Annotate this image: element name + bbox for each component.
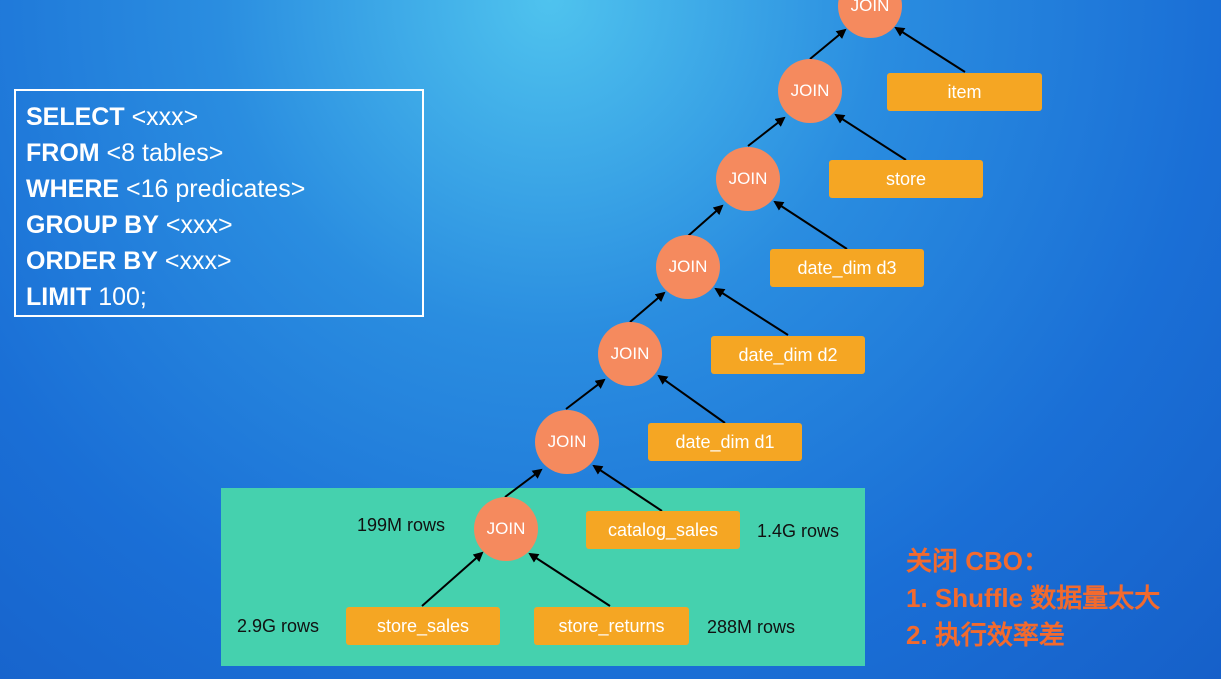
table-store: store <box>829 160 983 198</box>
sql-keyword: FROM <box>26 139 100 167</box>
note-item-2: 2. 执行效率差 <box>906 620 1065 650</box>
sql-clause: <16 predicates> <box>119 175 306 203</box>
note-item-1: 1. Shuffle 数据量太大 <box>906 583 1161 613</box>
edge-date-dim-d1 <box>657 374 726 424</box>
row-count-join: 199M rows <box>357 515 446 535</box>
sql-clause: 100; <box>91 283 147 311</box>
sql-keyword: LIMIT <box>26 283 92 311</box>
sql-clause: <xxx> <box>157 247 232 275</box>
sql-keyword: ORDER BY <box>26 247 158 275</box>
edge-store-sales <box>421 551 484 607</box>
note-title: 关闭 CBO： <box>906 546 1050 576</box>
sql-line-from: FROM <8 tables> <box>26 135 412 171</box>
table-date-dim-d1: date_dim d1 <box>648 423 802 461</box>
sql-query-box: SELECT <xxx> FROM <8 tables> WHERE <16 p… <box>14 89 424 317</box>
edge-item <box>894 26 966 73</box>
row-count-store-sales: 2.9G rows <box>237 616 320 636</box>
join-node-3: JOIN <box>598 322 662 386</box>
table-date-dim-d2: date_dim d2 <box>711 336 865 374</box>
sql-keyword: SELECT <box>26 103 125 131</box>
sql-clause: <xxx> <box>124 103 199 131</box>
edge-join4-join5 <box>687 204 724 237</box>
table-catalog-sales: catalog_sales <box>586 511 740 549</box>
edge-date-dim-d3 <box>773 200 848 250</box>
edge-catalog-sales <box>592 464 663 512</box>
join-node-1: JOIN <box>474 497 538 561</box>
table-date-dim-d3: date_dim d3 <box>770 249 924 287</box>
sql-line-select: SELECT <xxx> <box>26 99 412 135</box>
sql-keyword: WHERE <box>26 175 120 203</box>
cbo-off-note: 关闭 CBO： 1. Shuffle 数据量太大 2. 执行效率差 <box>906 543 1160 654</box>
edge-store-returns <box>528 552 611 607</box>
edge-join3-join4 <box>629 291 666 323</box>
row-count-catalog-sales: 1.4G rows <box>757 521 840 541</box>
table-store-sales: store_sales <box>346 607 500 645</box>
edge-store <box>834 113 907 161</box>
join-node-6: JOIN <box>778 59 842 123</box>
edge-join1-join2 <box>504 468 543 498</box>
sql-line-limit: LIMIT 100; <box>26 279 412 315</box>
sql-keyword: GROUP BY <box>26 211 159 239</box>
edge-join2-join3 <box>565 378 606 410</box>
sql-clause: <8 tables> <box>99 139 224 167</box>
table-item: item <box>887 73 1042 111</box>
sql-line-group-by: GROUP BY <xxx> <box>26 207 412 243</box>
sql-clause: <xxx> <box>158 211 233 239</box>
table-store-returns: store_returns <box>534 607 689 645</box>
edge-join5-join6 <box>747 116 786 147</box>
row-count-store-returns: 288M rows <box>707 617 796 637</box>
join-node-4: JOIN <box>656 235 720 299</box>
edge-join6-join7 <box>809 28 847 60</box>
join-node-5: JOIN <box>716 147 780 211</box>
sql-line-order-by: ORDER BY <xxx> <box>26 243 412 279</box>
edge-date-dim-d2 <box>714 287 789 336</box>
sql-line-where: WHERE <16 predicates> <box>26 171 412 207</box>
join-node-2: JOIN <box>535 410 599 474</box>
